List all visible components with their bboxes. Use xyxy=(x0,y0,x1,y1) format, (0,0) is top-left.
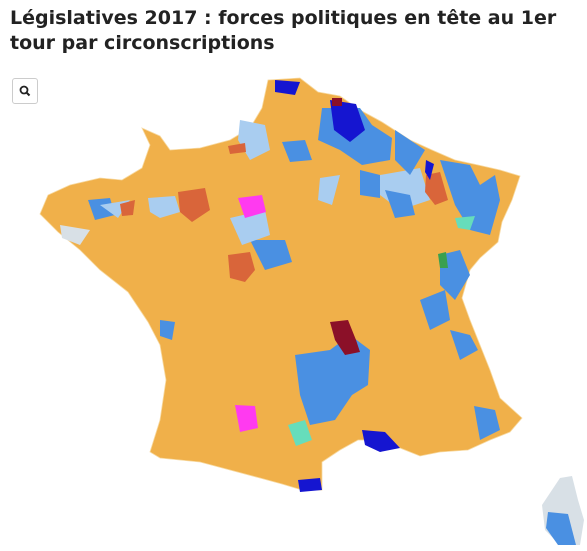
corsica xyxy=(542,476,584,545)
constituency-patches xyxy=(60,80,500,492)
map-title: Législatives 2017 : forces politiques en… xyxy=(10,7,557,54)
search-icon xyxy=(19,85,31,97)
search-button[interactable] xyxy=(12,78,38,104)
